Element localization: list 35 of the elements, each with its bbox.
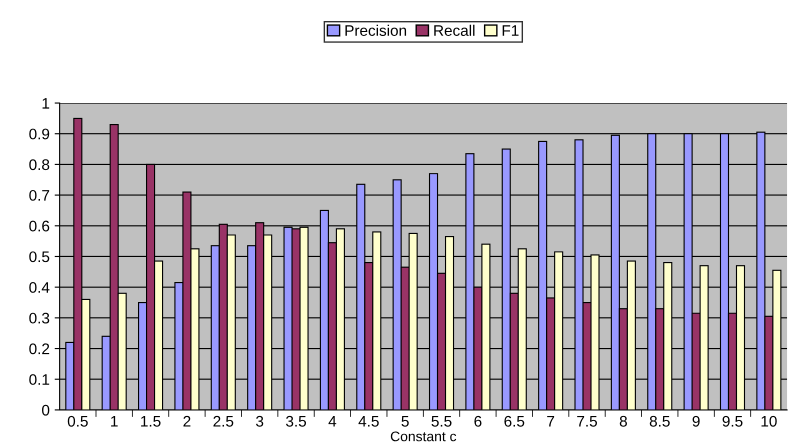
x-tick-label: 7 bbox=[547, 416, 554, 427]
x-tick-label: 3 bbox=[256, 416, 264, 427]
x-tick-label: 8.5 bbox=[650, 416, 670, 427]
y-tick-label: 0.2 bbox=[29, 343, 50, 354]
x-axis-title: Constant c bbox=[390, 431, 456, 442]
legend-label: Precision bbox=[345, 24, 406, 36]
x-tick-label: 2 bbox=[183, 416, 190, 427]
x-tick-label: 1 bbox=[111, 416, 118, 427]
x-tick-label: 0.5 bbox=[68, 416, 88, 427]
x-tick-label: 8 bbox=[620, 416, 627, 427]
x-tick-label: 1.5 bbox=[141, 416, 161, 427]
x-tick-label: 2.5 bbox=[213, 416, 234, 427]
x-tick-label: 5.5 bbox=[432, 416, 452, 427]
y-tick-label: 0 bbox=[42, 404, 50, 416]
y-tick-label: 0.4 bbox=[29, 282, 50, 293]
x-tick-label: 3.5 bbox=[286, 416, 306, 427]
y-tick-label: 0.5 bbox=[29, 251, 50, 262]
x-tick-label: 4.5 bbox=[358, 416, 379, 427]
y-tick-label: 0.3 bbox=[29, 312, 50, 324]
y-tick-label: 0.8 bbox=[29, 159, 50, 170]
x-tick-label: 9 bbox=[692, 416, 700, 427]
legend-label: Recall bbox=[434, 24, 474, 36]
y-tick-label: 0.1 bbox=[29, 374, 50, 385]
x-tick-label: 9.5 bbox=[722, 416, 742, 427]
x-tick-label: 6.5 bbox=[504, 416, 524, 427]
y-tick-label: 1 bbox=[42, 98, 50, 109]
x-tick-label: 7.5 bbox=[577, 416, 597, 427]
x-tick-label: 5 bbox=[402, 416, 409, 427]
legend-label: F1 bbox=[502, 25, 519, 36]
x-tick-label: 6 bbox=[474, 416, 482, 427]
x-tick-label: 10 bbox=[762, 416, 777, 427]
y-tick-label: 0.6 bbox=[29, 220, 50, 232]
x-tick-label: 4 bbox=[328, 416, 336, 427]
y-tick-label: 0.7 bbox=[29, 190, 50, 201]
y-tick-label: 0.9 bbox=[29, 128, 50, 140]
